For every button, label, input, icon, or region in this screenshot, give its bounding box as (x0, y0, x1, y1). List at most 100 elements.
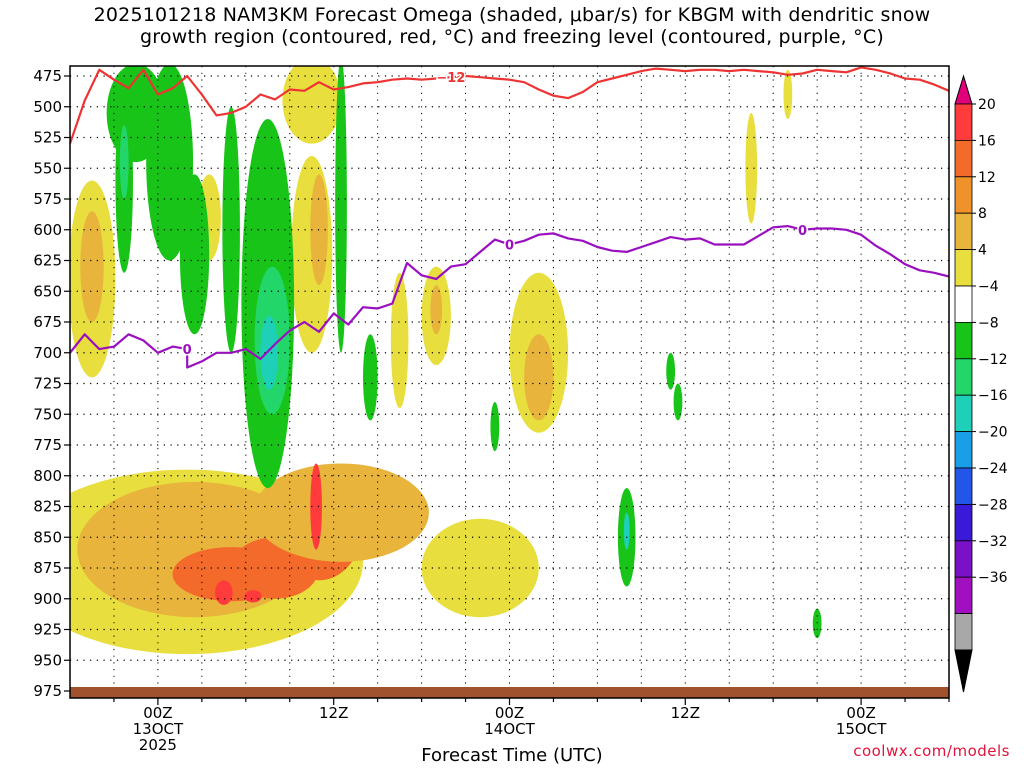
y-tick-label-575: 575 (33, 190, 62, 208)
x-tick-label-2-0: 00Z (495, 704, 524, 722)
colorbar-segment-7 (954, 321, 973, 360)
x-tick-label-0-0: 00Z (143, 704, 172, 722)
omega-region-22 (282, 66, 342, 144)
omega-region-9 (421, 518, 539, 618)
colorbar-segment-15 (954, 613, 973, 651)
chart-title-line-2: growth region (contoured, red, °C) and f… (140, 26, 884, 48)
omega-region-24 (146, 66, 194, 261)
y-tick-label-975: 975 (33, 682, 62, 700)
colorbar-label-10: −24 (978, 461, 1008, 477)
pressure-axis: 475 500 525 550 575 600 625 650 675 700 725 750 775 8… (33, 67, 70, 700)
colorbar-label-8: −16 (978, 388, 1008, 404)
y-tick-label-525: 525 (33, 129, 62, 147)
omega-region-7 (244, 590, 262, 603)
omega-region-32 (335, 66, 347, 353)
colorbar-label-7: −12 (978, 352, 1008, 368)
omega-region-6 (215, 580, 233, 605)
y-tick-label-750: 750 (33, 405, 62, 423)
colorbar-segment-2 (954, 139, 973, 178)
omega-region-13 (80, 211, 104, 322)
credit-text: coolwx.com/models (853, 742, 1010, 760)
contour-labels: 0 0 0 −12 (181, 70, 808, 360)
colorbar-label-4: 4 (978, 243, 987, 259)
y-tick-label-850: 850 (33, 528, 62, 546)
y-tick-label-700: 700 (33, 344, 62, 362)
chart-title: 2025101218 NAM3KM Forecast Omega (shaded… (0, 4, 1024, 48)
y-tick-label-725: 725 (33, 375, 62, 393)
x-tick-label-4-1: 15OCT (836, 720, 887, 738)
colorbar-segment-4 (954, 212, 973, 250)
y-tick-label-650: 650 (33, 282, 62, 300)
x-tick-label-0-2: 2025 (139, 736, 177, 754)
omega-region-39 (812, 608, 822, 639)
colorbar-segment-9 (954, 394, 973, 433)
contour-label-0-1: 0 (505, 239, 514, 254)
y-tick-label-775: 775 (33, 436, 62, 454)
colorbar-label-13: −36 (978, 570, 1008, 586)
x-axis-title: Forecast Time (UTC) (421, 745, 603, 766)
y-tick-label-625: 625 (33, 252, 62, 270)
omega-region-37 (666, 352, 676, 390)
y-tick-label-825: 825 (33, 498, 62, 516)
grid-lines (70, 66, 949, 698)
y-tick-label-900: 900 (33, 590, 62, 608)
colorbar-label-11: −28 (978, 497, 1008, 513)
colorbar-label-9: −20 (978, 425, 1008, 441)
y-tick-label-500: 500 (33, 98, 62, 116)
colorbar-segment-3 (954, 176, 973, 214)
terrain-fill (70, 687, 949, 698)
x-tick-label-4-0: 00Z (846, 704, 875, 722)
colorbar-segment-11 (954, 467, 973, 505)
omega-region-18 (430, 285, 443, 335)
contour-label-0-2: 0 (798, 224, 807, 239)
contour-label-1-0: −12 (436, 71, 465, 86)
colorbar-segment-14 (954, 576, 973, 615)
contour-lines (70, 66, 949, 369)
y-tick-label-925: 925 (33, 621, 62, 639)
x-tick-label-0-1: 13OCT (133, 720, 184, 738)
colorbar-segment-5 (954, 249, 973, 287)
colorbar-bottom-arrow (954, 649, 973, 693)
colorbar-top-arrow (954, 74, 973, 105)
colorbar-label-2: 12 (978, 170, 996, 186)
chart-title-line-1: 2025101218 NAM3KM Forecast Omega (shaded… (93, 4, 931, 26)
colorbar-label-0: 20 (978, 97, 996, 113)
colorbar-label-5: −4 (978, 279, 999, 295)
x-tick-label-1-0: 12Z (319, 704, 348, 722)
omega-region-11 (524, 334, 554, 421)
y-tick-label-875: 875 (33, 559, 62, 577)
omega-region-21 (783, 69, 793, 120)
colorbar-segment-1 (954, 103, 973, 141)
colorbar-label-6: −8 (978, 315, 999, 331)
contour-line-0 (70, 225, 949, 369)
y-tick-label-600: 600 (33, 221, 62, 239)
colorbar-segment-13 (954, 540, 973, 578)
omega-region-34 (490, 401, 500, 452)
omega-region-36 (623, 512, 630, 550)
omega-region-20 (745, 112, 758, 224)
contour-label-0-0: 0 (183, 343, 192, 358)
contour-line-1 (70, 66, 949, 145)
colorbar-label-12: −32 (978, 534, 1008, 550)
colorbar-segment-8 (954, 358, 973, 396)
omega-region-19 (390, 272, 409, 409)
colorbar-label-3: 8 (978, 206, 987, 222)
y-tick-label-675: 675 (33, 313, 62, 331)
colorbar-segment-6 (954, 285, 973, 323)
x-tick-label-2-1: 14OCT (484, 720, 535, 738)
terrain-strip (70, 687, 949, 698)
omega-region-38 (673, 383, 683, 421)
y-tick-label-475: 475 (33, 67, 62, 85)
omega-region-8 (310, 463, 322, 550)
y-tick-label-550: 550 (33, 159, 62, 177)
y-tick-label-800: 800 (33, 467, 62, 485)
colorbar-label-1: 16 (978, 133, 996, 149)
omega-region-28 (260, 315, 279, 390)
colorbar: 20 16 12 8 4 −4 −8 −12 −16 −20 −24 −28 −32 −36 (954, 74, 1008, 693)
omega-region-31 (119, 125, 129, 199)
x-tick-label-3-0: 12Z (671, 704, 700, 722)
omega-region-29 (179, 174, 210, 335)
omega-region-5 (253, 463, 429, 562)
